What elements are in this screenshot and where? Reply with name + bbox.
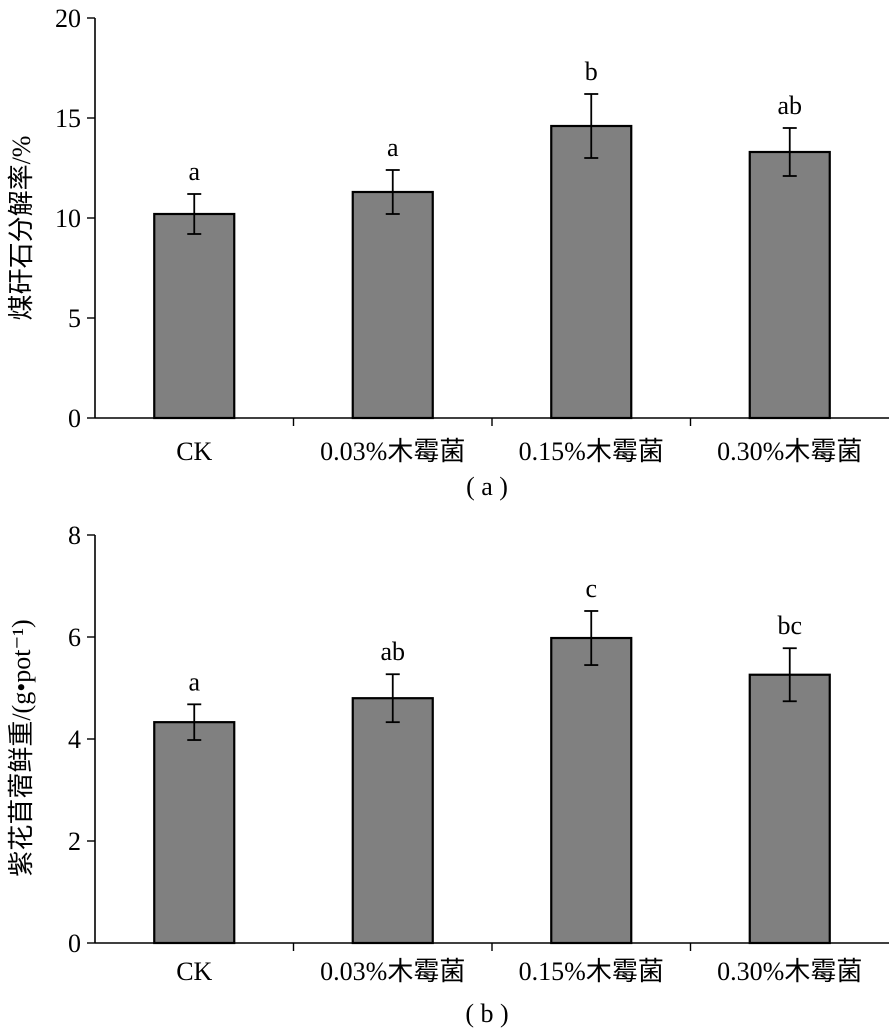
significance-label: ab	[777, 91, 802, 120]
y-tick-label: 10	[55, 204, 81, 233]
y-tick-label: 20	[55, 4, 81, 33]
chart-panel-b: 0 2 4 6 8 a CK ab 0.03%木霉菌 c 0.15%木霉菌 bc 0.30%木霉菌 紫花苜…	[7, 521, 889, 1028]
y-axis-label: 紫花苜蓿鲜重/(g•pot⁻¹)	[7, 619, 36, 876]
chart-panel-a: 0 5 10 15 20 a CK a 0.03%木霉菌 b 0.15%木霉菌 ab 0.30%木霉菌 煤…	[7, 4, 889, 501]
y-tick-label: 0	[68, 929, 81, 958]
bar-1	[153, 212, 236, 420]
significance-label: a	[188, 157, 200, 186]
x-tick-label: 0.03%木霉菌	[320, 437, 465, 466]
bar-4	[748, 150, 831, 420]
x-tick-label: CK	[176, 437, 212, 466]
y-tick-label: 5	[68, 304, 81, 333]
significance-label: bc	[777, 611, 802, 640]
significance-label: ab	[380, 637, 405, 666]
bar-3	[550, 124, 633, 420]
y-tick-label: 6	[68, 623, 81, 652]
significance-label: a	[188, 667, 200, 696]
significance-label: a	[387, 133, 399, 162]
y-tick-label: 15	[55, 104, 81, 133]
y-axis-label: 煤矸石分解率/%	[7, 136, 36, 321]
y-tick-label: 2	[68, 827, 81, 856]
bar-1	[153, 721, 236, 945]
y-tick-label: 0	[68, 404, 81, 433]
x-tick-label: CK	[176, 957, 212, 986]
bar-4	[748, 673, 831, 945]
panel-caption: ( a )	[466, 472, 508, 501]
significance-label: c	[585, 574, 597, 603]
x-tick-label: 0.30%木霉菌	[717, 437, 862, 466]
panel-caption: ( b )	[465, 999, 508, 1028]
bar-3	[550, 636, 633, 945]
y-tick-label: 4	[68, 725, 81, 754]
x-tick-label: 0.15%木霉菌	[519, 437, 664, 466]
significance-label: b	[585, 57, 598, 86]
x-tick-label: 0.30%木霉菌	[717, 957, 862, 986]
bar-2	[351, 190, 434, 420]
bar-2	[351, 697, 434, 945]
y-tick-label: 8	[68, 521, 81, 550]
x-tick-label: 0.15%木霉菌	[519, 957, 664, 986]
x-tick-label: 0.03%木霉菌	[320, 957, 465, 986]
